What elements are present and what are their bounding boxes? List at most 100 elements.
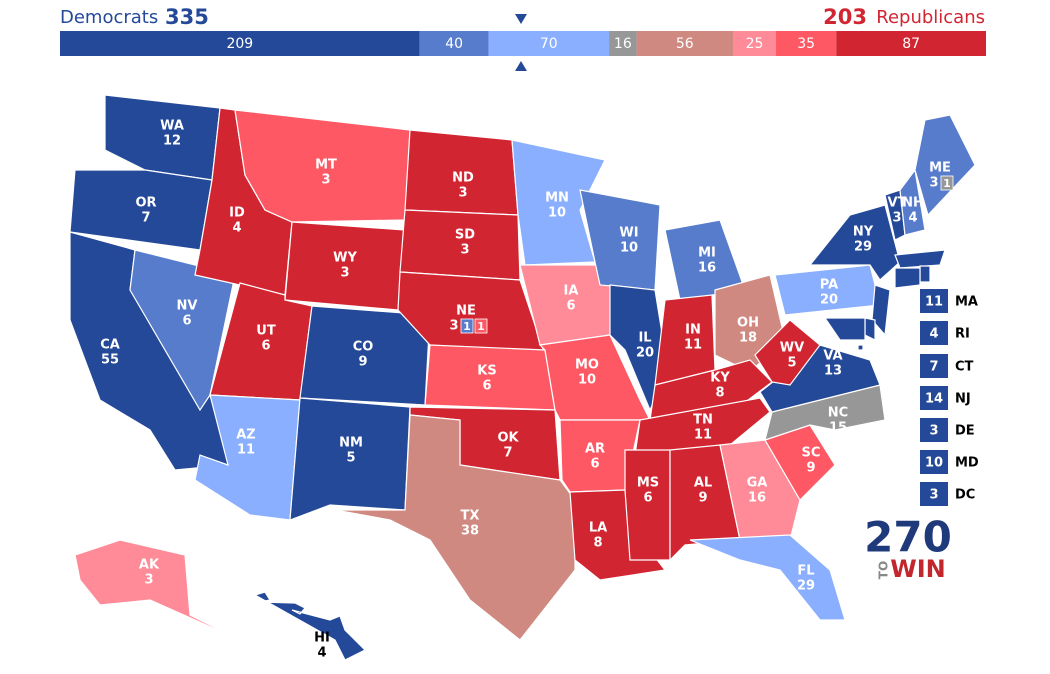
state-ev: 3 (449, 319, 458, 334)
state-abbr: PA (820, 278, 838, 293)
state-abbr: SC (802, 446, 821, 461)
state-ev: 6 (566, 299, 575, 314)
segment-label: 70 (540, 36, 558, 52)
state-ev: 11 (925, 295, 943, 310)
state (74, 539, 241, 641)
state-ev: 3 (929, 176, 938, 191)
state-ev: 20 (636, 346, 654, 361)
state-ev: 11 (694, 428, 712, 443)
state-ev: 12 (163, 134, 181, 149)
state-box (920, 321, 948, 345)
state-abbr: UT (256, 324, 276, 339)
state-abbr: CT (955, 360, 974, 375)
state-box (920, 354, 948, 378)
rating-segment (836, 31, 986, 56)
state-ev: 9 (698, 491, 707, 506)
state-ev: 3 (321, 173, 330, 188)
state-ev: 5 (346, 451, 355, 466)
state-box (920, 450, 948, 474)
state (894, 249, 946, 269)
district-ev: 1 (943, 177, 951, 190)
state-ev: 3 (144, 573, 153, 588)
state-ev: 3 (340, 266, 349, 281)
state-abbr: ID (229, 206, 245, 221)
segment-label: 40 (445, 36, 463, 52)
state-abbr: RI (955, 327, 970, 342)
state-abbr: NV (177, 299, 198, 314)
segment-label: 25 (746, 36, 764, 52)
state (914, 114, 976, 217)
segment-label: 87 (902, 36, 920, 52)
state-abbr: OK (497, 431, 519, 446)
state (864, 317, 876, 341)
state-ev: 3 (460, 243, 469, 258)
rating-segment (732, 31, 777, 56)
state-ev: 6 (182, 314, 191, 329)
state (253, 591, 367, 661)
rating-segment (776, 31, 837, 56)
logo: 270 TO WIN (864, 513, 952, 584)
rating-segment (609, 31, 637, 56)
state-ev: 4 (317, 646, 326, 661)
states (69, 94, 976, 661)
state-ev: 8 (715, 386, 724, 401)
state-abbr: LA (589, 521, 607, 536)
state-abbr: NC (828, 406, 848, 421)
state-abbr: MO (575, 358, 599, 373)
state (609, 284, 669, 412)
state-ev: 16 (748, 491, 766, 506)
state-ev: 29 (854, 240, 872, 255)
state-ev: 9 (806, 461, 815, 476)
state-abbr: WV (780, 341, 804, 356)
state-ev: 6 (643, 491, 652, 506)
state-ev: 29 (797, 579, 815, 594)
state-ev: 10 (925, 456, 943, 471)
state (823, 317, 866, 341)
dem-label: Democrats (60, 7, 158, 28)
state-abbr: DE (955, 424, 975, 439)
district-ev: 1 (477, 320, 485, 333)
state (689, 534, 846, 621)
state-abbr: KY (710, 371, 730, 386)
state-abbr: NY (853, 225, 874, 240)
state (634, 397, 771, 456)
state-ev: 8 (593, 536, 602, 551)
state-abbr: FL (797, 564, 814, 579)
state-abbr: IN (685, 323, 701, 338)
state-abbr: MD (955, 456, 979, 471)
state-abbr: AR (585, 442, 605, 457)
segment-label: 35 (797, 36, 815, 52)
state-abbr: AL (694, 476, 712, 491)
state-abbr: WI (619, 226, 638, 241)
state-ev: 7 (503, 446, 512, 461)
state-ev: 3 (929, 488, 938, 503)
state-abbr: MN (545, 191, 569, 206)
state-ev: 7 (929, 360, 938, 375)
state-abbr: CA (100, 338, 120, 353)
logo-win: WIN (890, 555, 946, 583)
state-ev: 16 (698, 261, 716, 276)
state-abbr: IL (638, 331, 651, 346)
state-abbr: MT (315, 158, 337, 173)
rating-segment (419, 31, 489, 56)
state-ev: 6 (482, 379, 491, 394)
state-box (920, 482, 948, 506)
state-ev: 3 (929, 424, 938, 439)
rating-segment (636, 31, 733, 56)
state-abbr: VA (823, 349, 842, 364)
state-ev: 10 (548, 206, 566, 221)
state-box (920, 289, 948, 313)
state-ev: 10 (620, 241, 638, 256)
state-ev: 3 (458, 186, 467, 201)
state-abbr: WA (160, 119, 184, 134)
state-abbr: SD (455, 228, 475, 243)
state-ev: 20 (820, 293, 838, 308)
logo-number: 270 (864, 513, 952, 562)
state-abbr: ND (452, 171, 474, 186)
midpoint-arrow (515, 61, 527, 71)
segment-label: 16 (614, 36, 632, 52)
rating-bar: 209 40 70 16 56 25 35 87 (60, 31, 986, 56)
state-box (920, 386, 948, 410)
state (334, 414, 576, 641)
district-box (940, 175, 954, 191)
